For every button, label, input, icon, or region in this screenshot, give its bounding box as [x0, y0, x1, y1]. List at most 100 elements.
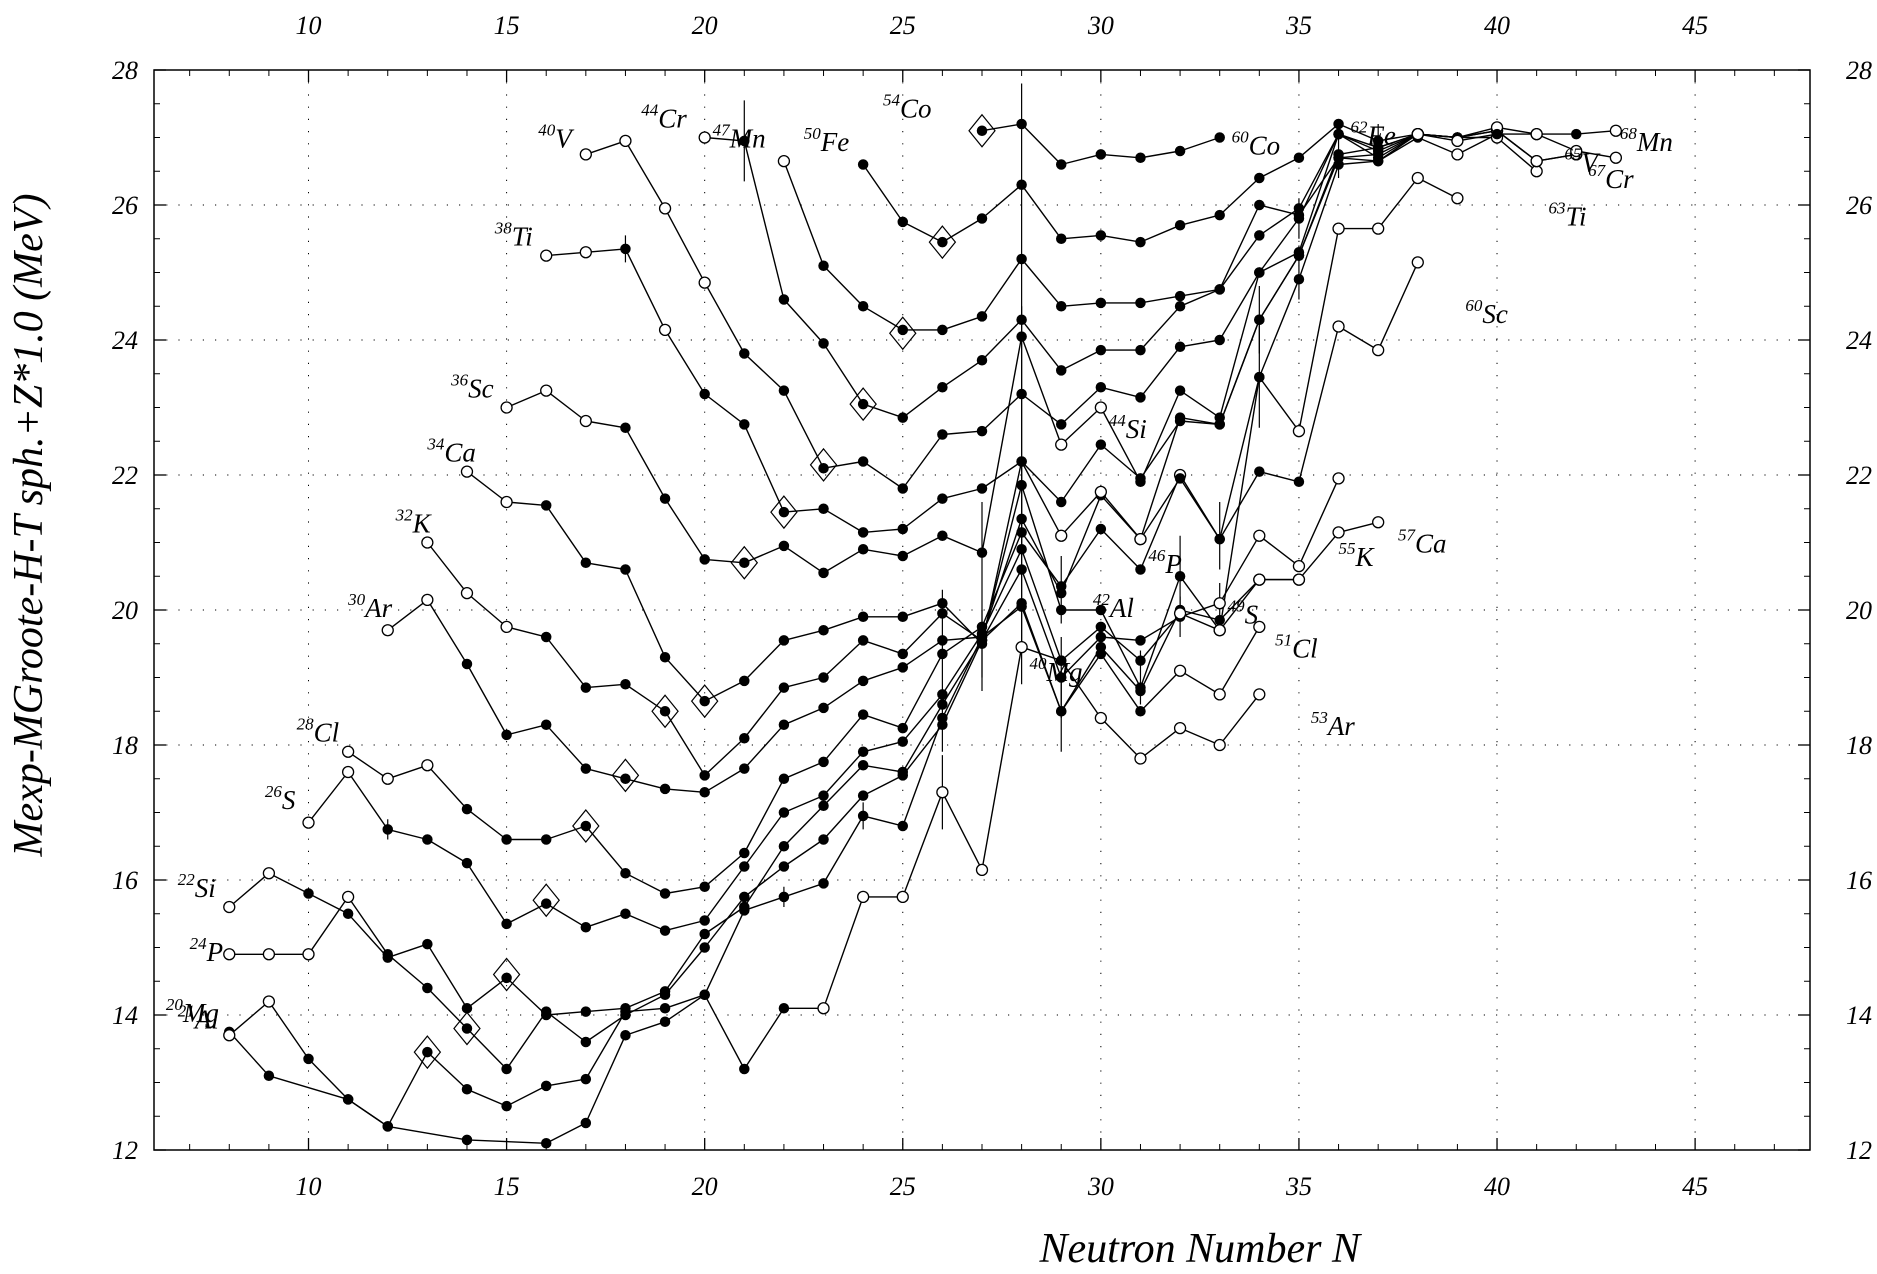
- element-symbol: S: [282, 785, 296, 815]
- diamond-marker: [611, 758, 640, 793]
- filled-point: [1254, 172, 1265, 184]
- filled-point: [699, 554, 710, 565]
- filled-point: [818, 878, 829, 889]
- filled-point: [976, 638, 988, 650]
- nuclide-label: 42Al: [1093, 590, 1134, 623]
- filled-point: [1135, 297, 1146, 309]
- filled-point: [461, 1023, 473, 1034]
- filled-point: [778, 294, 790, 305]
- filled-point: [739, 1063, 750, 1075]
- filled-point: [1333, 118, 1344, 130]
- filled-point: [1095, 621, 1107, 633]
- nuclide-label: 44Si: [1109, 411, 1147, 444]
- filled-point: [1571, 128, 1582, 140]
- filled-point: [1372, 145, 1384, 157]
- filled-point: [1016, 314, 1027, 325]
- filled-point: [1095, 149, 1107, 160]
- filled-point: [937, 530, 948, 542]
- mass-number: 67: [1588, 161, 1607, 180]
- x-tick-label: 20: [692, 1172, 718, 1201]
- open-point: [1253, 688, 1266, 701]
- filled-point: [461, 803, 473, 815]
- nuclide-label: 30Ar: [347, 590, 392, 623]
- mass-number: 32: [395, 505, 414, 524]
- open-point: [1332, 222, 1345, 235]
- filled-point: [699, 928, 710, 940]
- filled-point: [1095, 297, 1107, 309]
- open-point: [698, 276, 711, 289]
- filled-point: [1016, 544, 1027, 555]
- filled-point: [937, 689, 948, 700]
- mass-number: 42: [1093, 590, 1111, 609]
- open-point: [1094, 711, 1108, 725]
- filled-point: [620, 908, 631, 920]
- open-point: [896, 890, 909, 904]
- filled-point: [699, 388, 710, 400]
- filled-point: [501, 918, 512, 930]
- filled-point: [659, 706, 671, 717]
- filled-point: [739, 847, 750, 859]
- element-symbol: Cl: [314, 718, 340, 748]
- filled-point: [501, 834, 512, 845]
- open-point: [223, 948, 236, 961]
- filled-point: [778, 807, 790, 818]
- open-point: [1292, 424, 1306, 438]
- open-point: [1332, 472, 1345, 485]
- open-point: [1332, 320, 1345, 333]
- filled-point: [501, 729, 512, 741]
- open-point: [1055, 529, 1068, 542]
- filled-point: [620, 1030, 631, 1041]
- open-point: [658, 323, 672, 337]
- filled-point: [897, 766, 909, 778]
- filled-point: [937, 429, 948, 440]
- diamond-marker: [849, 387, 877, 422]
- mass-number: 28: [297, 715, 315, 734]
- filled-point: [897, 324, 909, 336]
- open-point: [421, 759, 434, 772]
- filled-point: [1174, 385, 1186, 396]
- y-tick-label: 14: [112, 1001, 138, 1030]
- open-point: [1292, 559, 1306, 573]
- filled-point: [1135, 344, 1146, 356]
- element-symbol: K: [1355, 542, 1376, 572]
- open-point: [341, 765, 355, 779]
- x-tick-label: 25: [890, 1172, 916, 1201]
- element-symbol: Ar: [363, 593, 392, 623]
- filled-point: [897, 820, 909, 832]
- filled-point: [1055, 233, 1067, 244]
- filled-point: [1095, 523, 1107, 535]
- filled-point: [620, 773, 631, 785]
- open-point: [1253, 529, 1266, 542]
- filled-point: [976, 311, 988, 322]
- filled-point: [976, 483, 988, 494]
- filled-point: [1254, 199, 1265, 211]
- filled-point: [857, 746, 869, 758]
- filled-point: [1214, 284, 1225, 295]
- filled-point: [699, 989, 710, 1001]
- nuclide-label: 47Mn: [713, 121, 766, 154]
- diamond-marker: [888, 316, 917, 351]
- filled-point: [1055, 655, 1067, 666]
- filled-point: [778, 841, 790, 852]
- filled-point: [1254, 371, 1265, 383]
- filled-point: [1055, 672, 1067, 683]
- filled-point: [303, 1053, 314, 1065]
- filled-point: [1016, 479, 1027, 491]
- element-symbol: Mg: [1046, 657, 1083, 687]
- filled-point: [461, 658, 473, 670]
- filled-point: [580, 682, 592, 693]
- open-point: [1411, 127, 1424, 141]
- nuclide-label: 40V: [538, 121, 575, 154]
- element-symbol: Al: [1108, 593, 1134, 623]
- open-point: [1451, 134, 1464, 148]
- x-tick-label: 35: [1285, 1172, 1312, 1201]
- filled-point: [1174, 341, 1186, 352]
- y-tick-label: 18: [112, 731, 138, 760]
- y-tick-label: 22: [112, 461, 138, 490]
- open-point: [500, 495, 513, 509]
- element-symbol: S: [1245, 600, 1259, 630]
- y-tick-label-right: 12: [1846, 1136, 1872, 1165]
- filled-point: [1491, 128, 1503, 140]
- nuclide-label: 50Fe: [804, 124, 849, 157]
- open-point: [579, 246, 592, 259]
